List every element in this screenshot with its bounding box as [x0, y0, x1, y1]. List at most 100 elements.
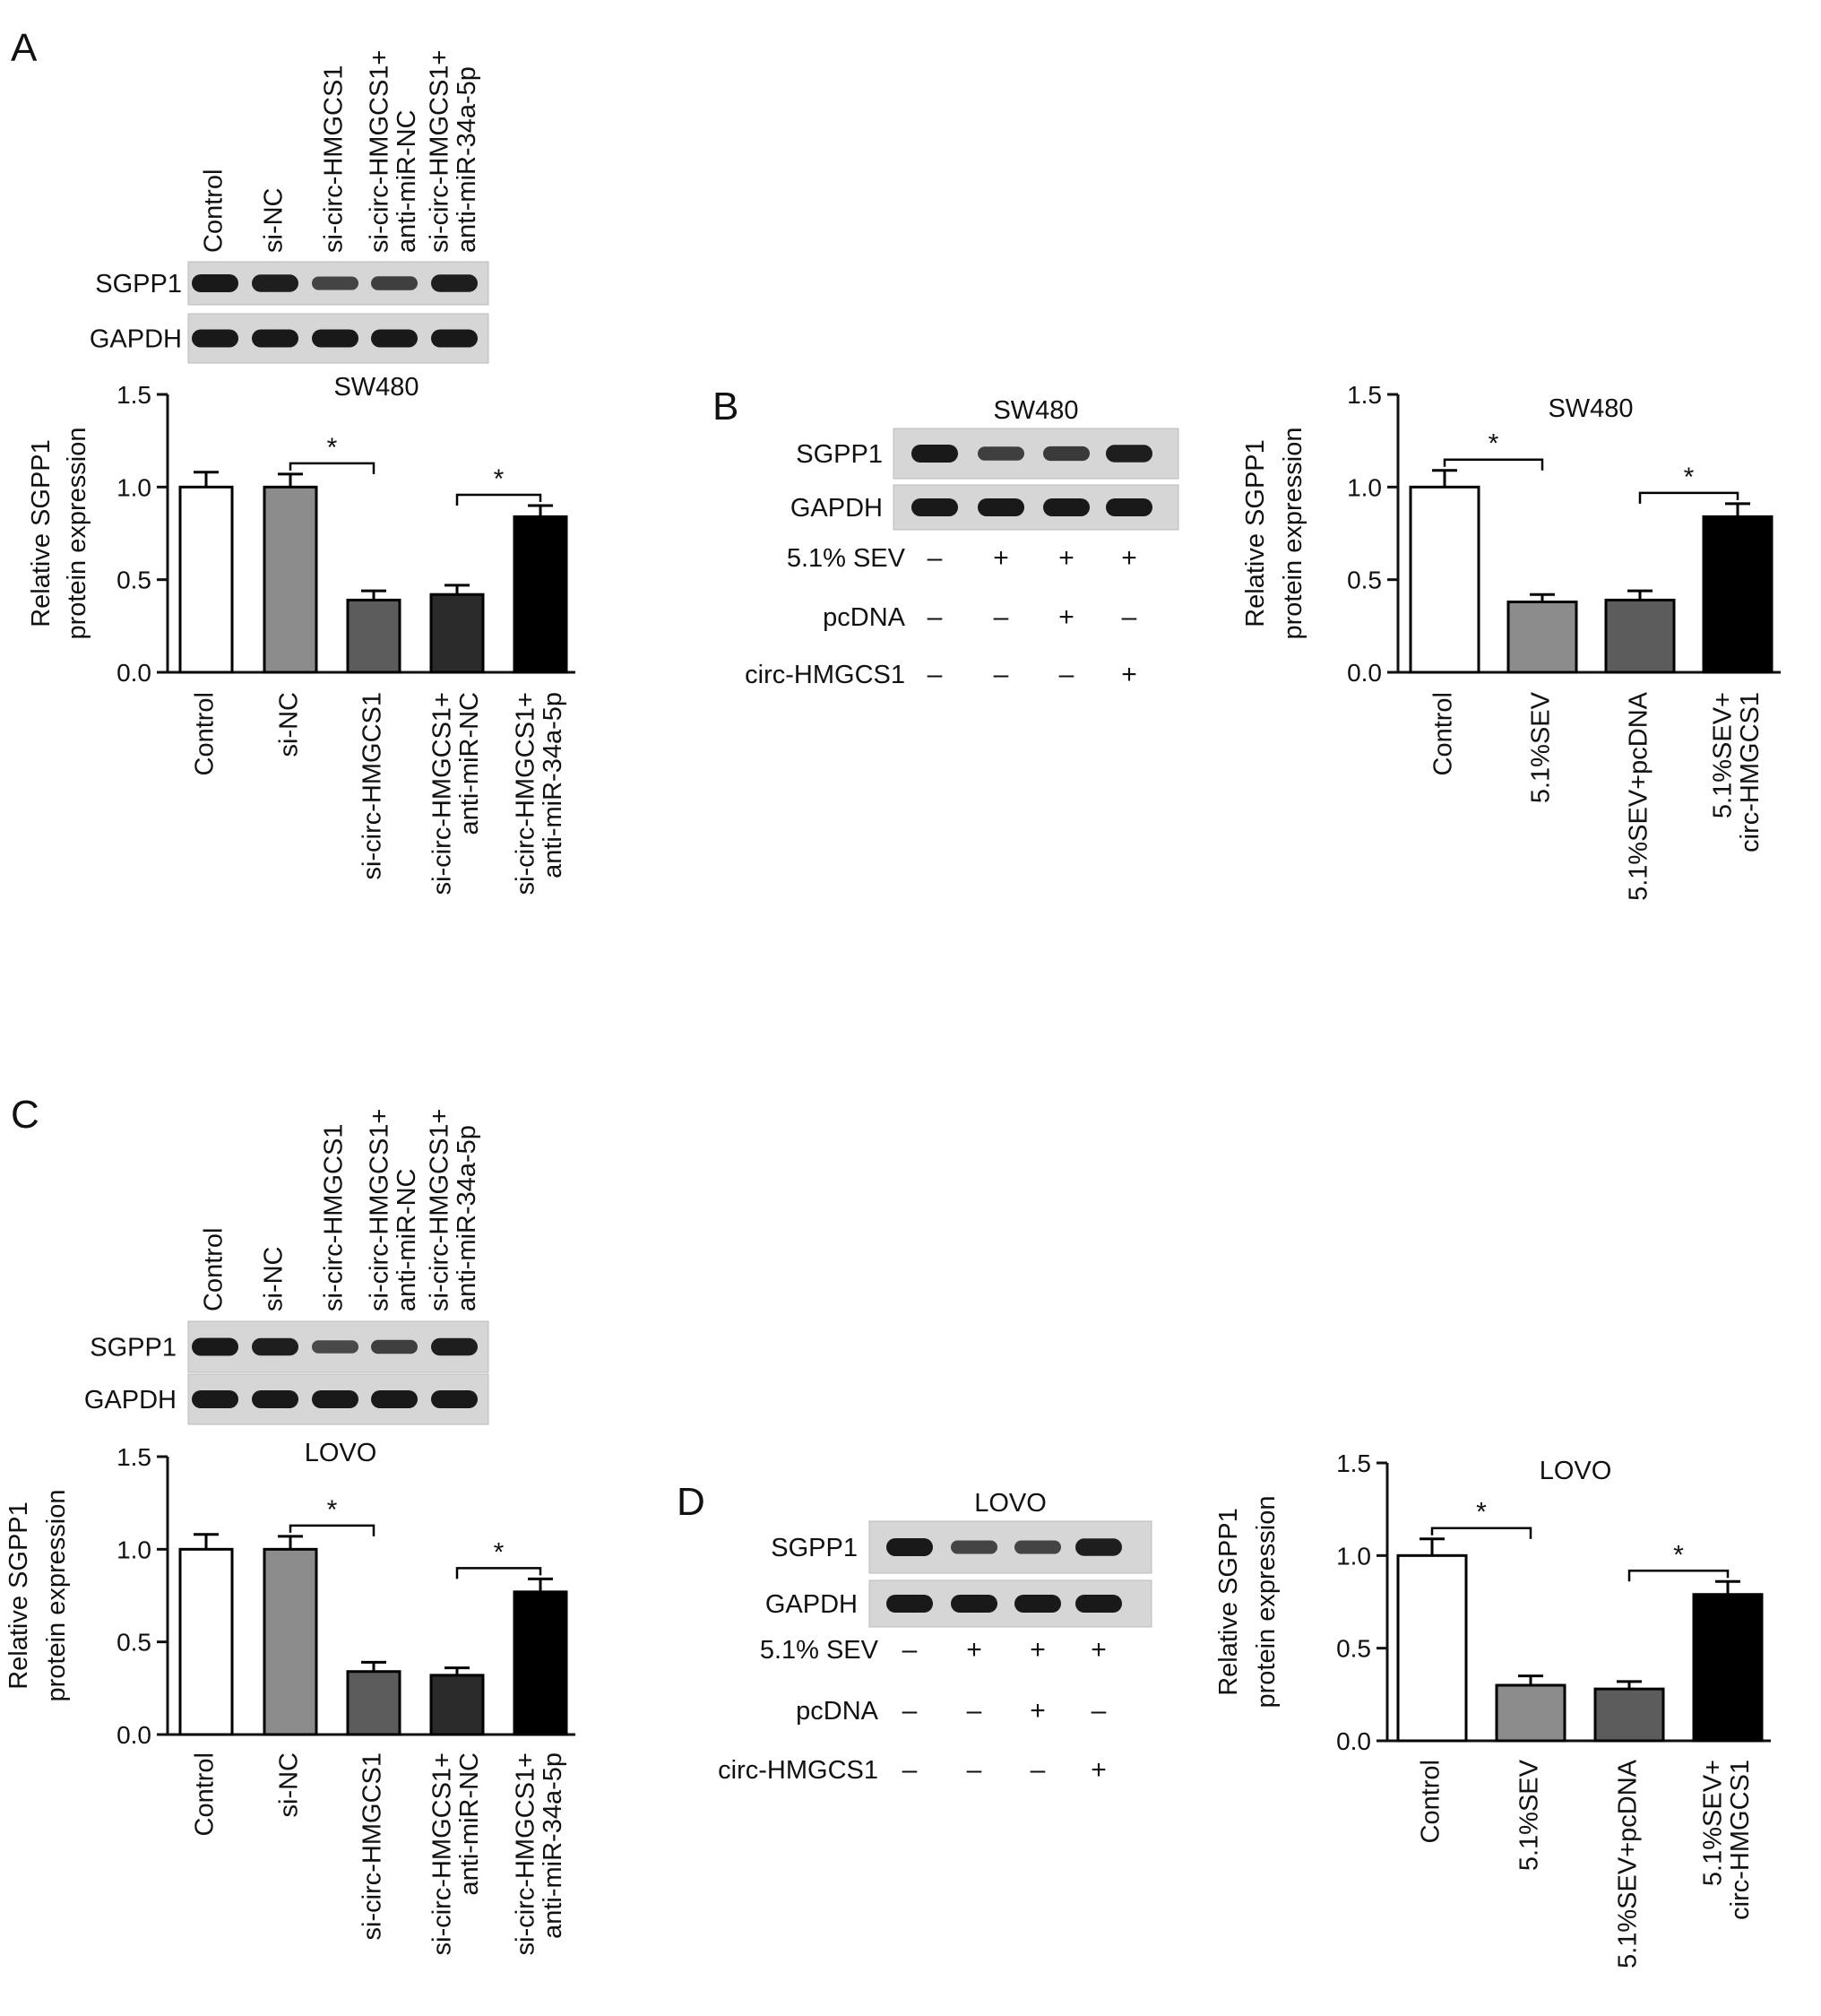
protein-band — [312, 1390, 358, 1408]
treatment-label: pcDNA — [823, 603, 906, 632]
protein-band — [371, 1390, 418, 1408]
category-label-line: si-circ-HMGCS1+ — [427, 1752, 456, 1955]
significance-star: * — [1489, 429, 1499, 459]
category-label: 5.1%SEV+circ-HMGCS1 — [1698, 1760, 1754, 1920]
protein-band — [978, 498, 1024, 516]
protein-band — [1014, 1540, 1061, 1554]
bar — [1506, 600, 1578, 674]
category-label: si-circ-HMGCS1+anti-miR-34a-5p — [511, 1752, 566, 1955]
treatment-label: pcDNA — [796, 1697, 879, 1726]
treatment-sign: – — [928, 602, 943, 632]
bar — [1593, 1687, 1665, 1743]
significance-bracket — [289, 462, 375, 474]
protein-band — [1014, 1595, 1061, 1613]
treatment-sign: + — [1030, 1635, 1046, 1665]
category-label: si-circ-HMGCS1+anti-miR-NC — [427, 1752, 483, 1955]
y-axis-label: protein expression — [42, 1490, 71, 1702]
category-label: 5.1%SEV+pcDNA — [1614, 1759, 1643, 1968]
protein-band — [371, 329, 418, 348]
protein-band — [252, 1337, 298, 1356]
significance-star: * — [1673, 1540, 1684, 1570]
treatment-label: circ-HMGCS1 — [718, 1756, 878, 1785]
bar — [1604, 598, 1676, 674]
significance-star: * — [494, 1537, 505, 1567]
lane-label: si-circ-HMGCS1 — [320, 1124, 349, 1311]
y-axis-label: protein expression — [63, 428, 91, 640]
category-label: si-circ-HMGCS1+anti-miR-34a-5p — [511, 692, 566, 895]
y-tick-label: 1.5 — [1336, 1449, 1371, 1477]
category-label-line: 5.1%SEV+ — [1708, 692, 1737, 818]
protein-band — [431, 329, 478, 348]
treatment-sign: – — [902, 1755, 918, 1785]
y-axis-label: Relative SGPP1 — [1214, 1508, 1243, 1696]
lane-label: si-NC — [260, 1247, 289, 1312]
blot-row-label: SGPP1 — [95, 270, 182, 299]
y-tick-label: 0.5 — [117, 1629, 151, 1657]
category-label-line: si-circ-HMGCS1 — [358, 1752, 387, 1940]
protein-band — [1075, 1595, 1122, 1613]
panel-letter-c: C — [11, 1093, 39, 1137]
protein-band — [312, 329, 358, 348]
treatment-sign: – — [967, 1696, 982, 1726]
category-label-line: 5.1%SEV — [1515, 1759, 1544, 1871]
category-label: 5.1%SEV+circ-HMGCS1 — [1708, 692, 1764, 852]
category-label-line: Control — [1417, 1760, 1446, 1844]
category-label-line: anti-miR-NC — [455, 692, 484, 835]
lane-label-line: Control — [200, 1228, 229, 1312]
category-label-line: anti-miR-34a-5p — [539, 1752, 567, 1939]
category-label-line: 5.1%SEV — [1527, 691, 1556, 803]
treatment-sign: – — [902, 1635, 918, 1665]
treatment-sign: + — [993, 543, 1009, 573]
significance-star: * — [327, 433, 338, 463]
lane-label: si-circ-HMGCS1+anti-miR-34a-5p — [425, 50, 480, 253]
bar-chart-b: 0.0 0.5 1.0 1.5 Relative SGPP1 protein expres… — [1241, 381, 1781, 901]
category-label-line: 5.1%SEV+ — [1698, 1760, 1727, 1886]
significance-star: * — [494, 464, 505, 494]
significance-bracket — [289, 1524, 375, 1536]
bar — [178, 485, 234, 674]
protein-band — [1106, 498, 1152, 516]
bar — [346, 598, 401, 674]
treatment-sign: + — [966, 1635, 982, 1665]
y-tick-label: 1.5 — [117, 381, 151, 409]
protein-band — [886, 1538, 933, 1556]
treatment-sign: + — [1058, 543, 1074, 573]
y-tick-label: 0.0 — [117, 659, 151, 687]
protein-band — [1106, 445, 1152, 463]
category-label-line: Control — [191, 692, 220, 776]
protein-band — [371, 1339, 418, 1354]
category-label: 5.1%SEV — [1527, 691, 1556, 803]
treatment-sign: + — [1058, 602, 1074, 632]
protein-band — [911, 445, 958, 463]
lane-label-line: Control — [200, 169, 229, 254]
protein-band — [1043, 498, 1090, 516]
bar — [263, 1547, 318, 1736]
y-axis-label: Relative SGPP1 — [4, 1501, 33, 1690]
protein-band — [431, 274, 478, 292]
blot-row-label: GAPDH — [765, 1590, 858, 1619]
y-tick-label: 1.0 — [1336, 1542, 1371, 1570]
category-label: Control — [1429, 692, 1458, 776]
protein-band — [951, 1595, 997, 1613]
treatment-sign: + — [1121, 660, 1137, 689]
treatment-label: 5.1% SEV — [787, 544, 906, 573]
bar-chart-d: 0.0 0.5 1.0 1.5 Relative SGPP1 protein expres… — [1214, 1449, 1771, 1968]
bar — [1396, 1553, 1468, 1743]
y-axis-label: protein expression — [1279, 428, 1307, 640]
y-tick-label: 0.5 — [117, 567, 151, 594]
blot-row-label: SGPP1 — [771, 1534, 858, 1562]
y-tick-label: 1.5 — [117, 1443, 151, 1471]
significance-bracket — [455, 493, 542, 506]
category-label: si-NC — [275, 692, 304, 757]
protein-band — [312, 276, 358, 290]
category-label-line: si-circ-HMGCS1+ — [427, 692, 456, 895]
bar — [513, 1590, 568, 1736]
protein-band — [978, 446, 1024, 461]
y-tick-label: 0.5 — [1347, 567, 1382, 594]
significance-bracket — [1443, 458, 1544, 471]
lane-label-line: si-circ-HMGCS1+ — [425, 50, 453, 253]
category-label: si-circ-HMGCS1 — [358, 692, 387, 879]
significance-bracket — [1638, 491, 1739, 504]
western-blot-a: SGPP1 GAPDH Control si-NC si-circ-HMGCS1 si-c… — [90, 50, 489, 364]
